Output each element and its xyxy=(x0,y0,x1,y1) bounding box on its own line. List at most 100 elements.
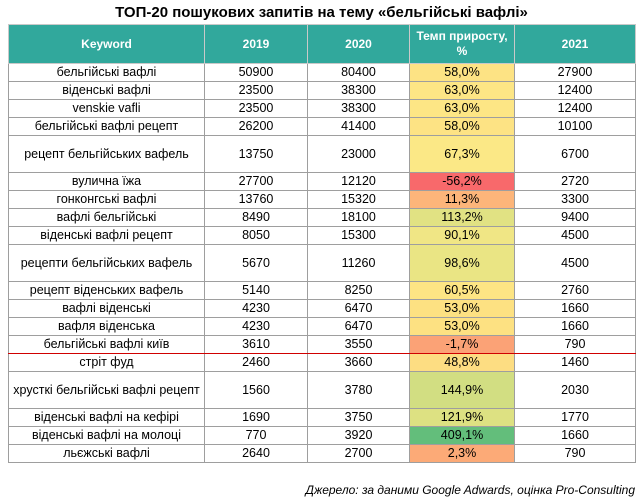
table-row: вафля віденська 4230 6470 53,0% 1660 xyxy=(8,317,636,336)
value-2020-cell: 3780 xyxy=(307,371,410,409)
growth-cell: 63,0% xyxy=(409,81,515,100)
value-2019-cell: 770 xyxy=(204,426,308,445)
value-2020-cell: 8250 xyxy=(307,281,410,300)
value-2020-cell: 80400 xyxy=(307,63,410,82)
value-2021-cell: 2030 xyxy=(514,371,636,409)
value-2021-cell: 6700 xyxy=(514,135,636,173)
value-2019-cell: 8050 xyxy=(204,226,308,245)
growth-cell: 11,3% xyxy=(409,190,515,209)
keyword-cell: віденські вафлі на кефірі xyxy=(8,408,205,427)
table-row: віденські вафлі 23500 38300 63,0% 12400 xyxy=(8,81,636,100)
table-row: льєжські вафлі 2640 2700 2,3% 790 xyxy=(8,444,636,463)
value-2020-cell: 15300 xyxy=(307,226,410,245)
table-row: гонконгські вафлі 13760 15320 11,3% 3300 xyxy=(8,190,636,209)
value-2019-cell: 2640 xyxy=(204,444,308,463)
growth-cell: 2,3% xyxy=(409,444,515,463)
growth-cell: 90,1% xyxy=(409,226,515,245)
keyword-cell: вафлі віденські xyxy=(8,299,205,318)
keyword-cell: вулична їжа xyxy=(8,172,205,191)
keyword-cell: рецепт бельгійських вафель xyxy=(8,135,205,173)
value-2021-cell: 12400 xyxy=(514,81,636,100)
value-2019-cell: 26200 xyxy=(204,117,308,136)
value-2021-cell: 27900 xyxy=(514,63,636,82)
growth-cell: 98,6% xyxy=(409,244,515,282)
growth-cell: 53,0% xyxy=(409,317,515,336)
value-2020-cell: 23000 xyxy=(307,135,410,173)
value-2020-cell: 3750 xyxy=(307,408,410,427)
table-row: рецепт віденських вафель 5140 8250 60,5% 276… xyxy=(8,281,636,300)
value-2019-cell: 13760 xyxy=(204,190,308,209)
value-2020-cell: 3660 xyxy=(307,353,410,372)
value-2021-cell: 4500 xyxy=(514,244,636,282)
value-2021-cell: 12400 xyxy=(514,99,636,118)
growth-cell: 58,0% xyxy=(409,117,515,136)
table-row: віденські вафлі рецепт 8050 15300 90,1% 4500 xyxy=(8,226,636,245)
value-2021-cell: 2760 xyxy=(514,281,636,300)
value-2021-cell: 2720 xyxy=(514,172,636,191)
value-2020-cell: 38300 xyxy=(307,99,410,118)
value-2019-cell: 1690 xyxy=(204,408,308,427)
value-2021-cell: 9400 xyxy=(514,208,636,227)
growth-cell: 409,1% xyxy=(409,426,515,445)
growth-cell: 60,5% xyxy=(409,281,515,300)
table-row: стріт фуд 2460 3660 48,8% 1460 xyxy=(8,353,636,372)
search-queries-table: Keyword 2019 2020 Темп приросту, % 2021 … xyxy=(8,24,636,463)
value-2019-cell: 13750 xyxy=(204,135,308,173)
table-body: бельгійські вафлі 50900 80400 58,0% 27900 від… xyxy=(8,63,636,463)
keyword-cell: рецепти бельгійських вафель xyxy=(8,244,205,282)
value-2019-cell: 5140 xyxy=(204,281,308,300)
table-row: бельгійські вафлі рецепт 26200 41400 58,0% 1… xyxy=(8,117,636,136)
growth-cell: 113,2% xyxy=(409,208,515,227)
keyword-cell: рецепт віденських вафель xyxy=(8,281,205,300)
value-2019-cell: 2460 xyxy=(204,353,308,372)
keyword-cell: вафля віденська xyxy=(8,317,205,336)
value-2021-cell: 790 xyxy=(514,444,636,463)
keyword-cell: льєжські вафлі xyxy=(8,444,205,463)
header-row: Keyword 2019 2020 Темп приросту, % 2021 xyxy=(8,24,636,64)
keyword-cell: стріт фуд xyxy=(8,353,205,372)
growth-cell: 144,9% xyxy=(409,371,515,409)
value-2021-cell: 790 xyxy=(514,335,636,354)
value-2019-cell: 4230 xyxy=(204,317,308,336)
keyword-cell: віденські вафлі рецепт xyxy=(8,226,205,245)
value-2019-cell: 27700 xyxy=(204,172,308,191)
value-2020-cell: 6470 xyxy=(307,317,410,336)
keyword-cell: бельгійські вафлі київ xyxy=(8,335,205,354)
value-2021-cell: 10100 xyxy=(514,117,636,136)
header-2021: 2021 xyxy=(514,24,636,64)
value-2020-cell: 41400 xyxy=(307,117,410,136)
keyword-cell: venskie vafli xyxy=(8,99,205,118)
keyword-cell: бельгійські вафлі xyxy=(8,63,205,82)
value-2021-cell: 1660 xyxy=(514,299,636,318)
keyword-cell: гонконгські вафлі xyxy=(8,190,205,209)
value-2021-cell: 1660 xyxy=(514,317,636,336)
header-2019: 2019 xyxy=(204,24,308,64)
value-2020-cell: 12120 xyxy=(307,172,410,191)
value-2020-cell: 6470 xyxy=(307,299,410,318)
table-row: рецепт бельгійських вафель 13750 23000 67,3… xyxy=(8,135,636,173)
header-2020: 2020 xyxy=(307,24,410,64)
keyword-cell: бельгійські вафлі рецепт xyxy=(8,117,205,136)
value-2019-cell: 8490 xyxy=(204,208,308,227)
growth-cell: 48,8% xyxy=(409,353,515,372)
value-2019-cell: 50900 xyxy=(204,63,308,82)
value-2020-cell: 3550 xyxy=(307,335,410,354)
value-2021-cell: 3300 xyxy=(514,190,636,209)
value-2021-cell: 1770 xyxy=(514,408,636,427)
table-row: бельгійські вафлі київ 3610 3550 -1,7% 790 xyxy=(8,335,636,354)
value-2020-cell: 2700 xyxy=(307,444,410,463)
value-2020-cell: 15320 xyxy=(307,190,410,209)
value-2020-cell: 38300 xyxy=(307,81,410,100)
keyword-cell: віденські вафлі xyxy=(8,81,205,100)
table-row: вулична їжа 27700 12120 -56,2% 2720 xyxy=(8,172,636,191)
keyword-cell: віденські вафлі на молоці xyxy=(8,426,205,445)
growth-cell: 53,0% xyxy=(409,299,515,318)
value-2021-cell: 4500 xyxy=(514,226,636,245)
table-row: хрусткі бельгійські вафлі рецепт 1560 3780… xyxy=(8,371,636,409)
growth-cell: 121,9% xyxy=(409,408,515,427)
value-2019-cell: 1560 xyxy=(204,371,308,409)
growth-cell: 58,0% xyxy=(409,63,515,82)
value-2019-cell: 3610 xyxy=(204,335,308,354)
table-row: рецепти бельгійських вафель 5670 11260 98,6… xyxy=(8,244,636,282)
table-title: ТОП-20 пошукових запитів на тему «бельгі… xyxy=(115,4,528,21)
